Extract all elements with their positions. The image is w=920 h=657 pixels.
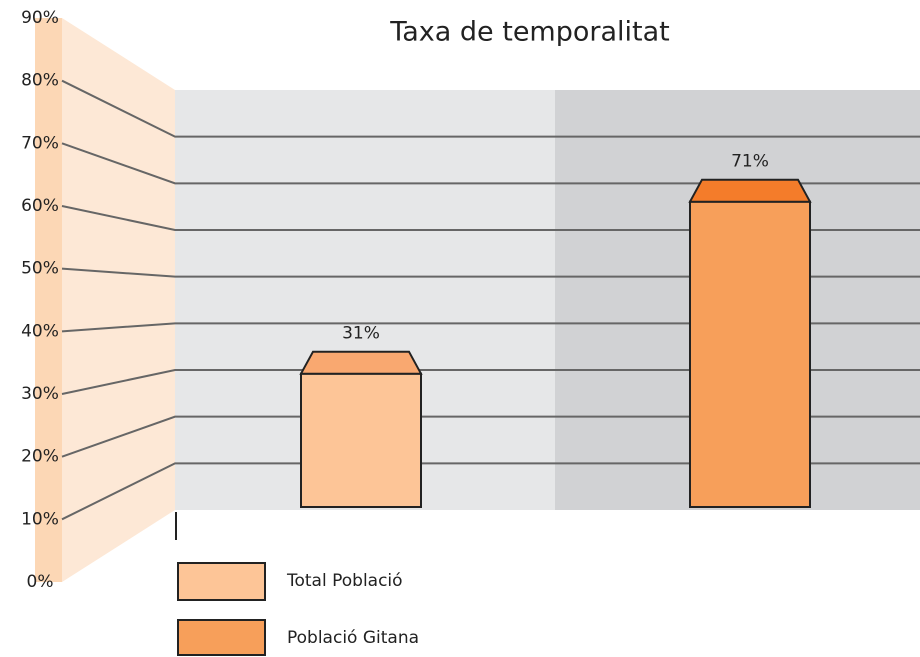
side-wall-edge	[35, 18, 62, 582]
legend-label: Total Població	[286, 571, 403, 591]
chart-title: Taxa de temporalitat	[389, 17, 670, 48]
y-tick-label: 0%	[27, 572, 54, 592]
value-label: 71%	[731, 152, 769, 172]
bar	[690, 202, 810, 507]
value-label: 31%	[342, 324, 380, 344]
y-tick-label: 70%	[21, 133, 59, 153]
chart: Taxa de temporalitat 0% 10% 20% 30% 40% 50% 60…	[0, 0, 920, 657]
legend-swatch	[178, 620, 265, 655]
y-tick-label: 40%	[21, 321, 59, 341]
bar-top	[301, 352, 421, 374]
side-wall	[62, 18, 175, 582]
y-tick-label: 90%	[21, 8, 59, 28]
legend-label: Població Gitana	[287, 628, 419, 648]
y-tick-label: 80%	[21, 71, 59, 91]
bar-top	[690, 180, 810, 202]
y-tick-label: 50%	[21, 259, 59, 279]
y-tick-label: 60%	[21, 196, 59, 216]
y-tick-label: 30%	[21, 384, 59, 404]
y-tick-label: 20%	[21, 447, 59, 467]
legend-swatch	[178, 563, 265, 600]
y-tick-label: 10%	[21, 509, 59, 529]
bar	[301, 374, 421, 507]
